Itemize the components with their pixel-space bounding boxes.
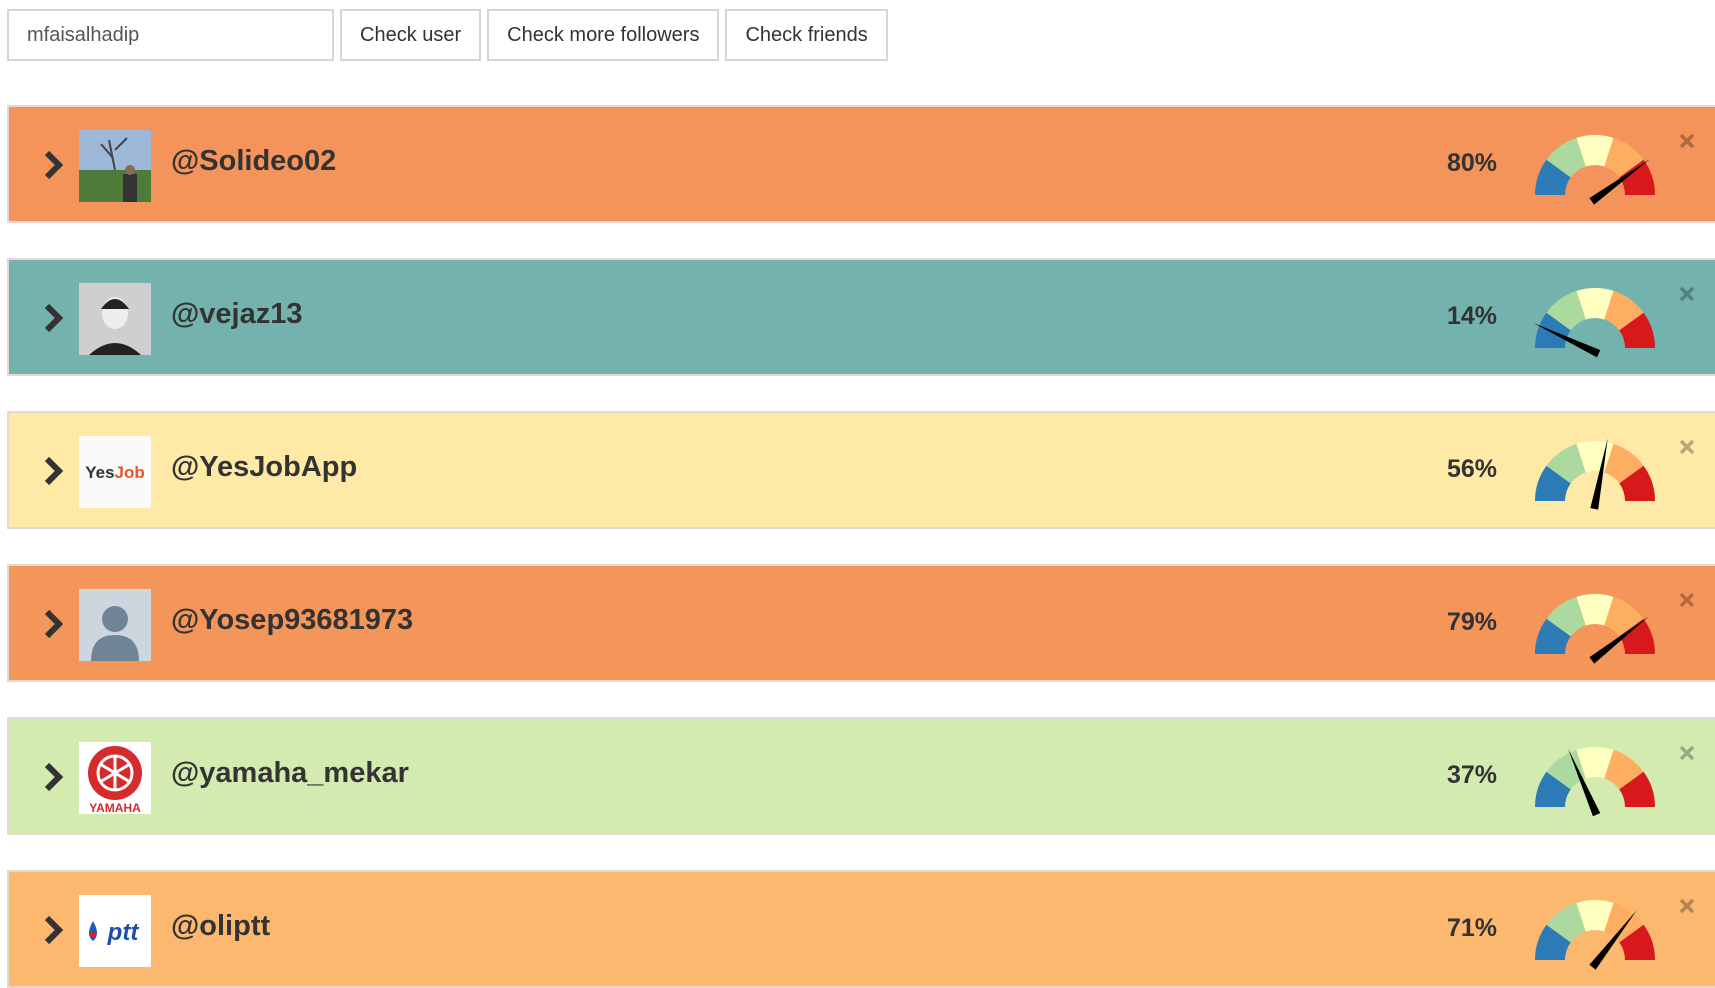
close-icon[interactable] <box>1677 437 1697 457</box>
user-row: YesJob @YesJobApp 56% <box>7 411 1715 529</box>
gauge-segment <box>1619 312 1655 348</box>
score-gauge-svg <box>1535 900 1655 970</box>
gauge-segment <box>1619 159 1655 195</box>
gauge-segment <box>1619 924 1655 960</box>
bot-score-percent: 71% <box>1446 914 1497 942</box>
gauge-segment <box>1576 135 1614 167</box>
score-gauge-svg <box>1533 288 1655 358</box>
expand-chevron-icon[interactable] <box>39 453 69 489</box>
gauge-segment <box>1604 596 1644 637</box>
svg-text:YAMAHA: YAMAHA <box>89 801 141 814</box>
gauge-segment <box>1535 159 1571 195</box>
gauge-needle <box>1589 616 1649 664</box>
gauge-segment <box>1604 443 1644 484</box>
close-icon[interactable] <box>1677 896 1697 916</box>
check-more-followers-button[interactable]: Check more followers <box>487 9 720 61</box>
svg-text:ptt: ptt <box>107 919 140 946</box>
username[interactable]: @Solideo02 <box>171 145 337 177</box>
expand-chevron-icon[interactable] <box>39 606 69 642</box>
gauge-segment <box>1604 290 1644 331</box>
user-row: @vejaz13 14% <box>7 258 1715 376</box>
avatar <box>79 130 151 202</box>
score-gauge-svg <box>1535 135 1655 205</box>
avatar <box>79 589 151 661</box>
gauge-needle <box>1589 910 1637 970</box>
score-gauge <box>1528 127 1662 207</box>
check-friends-button[interactable]: Check friends <box>725 9 888 61</box>
user-row: @Yosep93681973 79% <box>7 564 1715 682</box>
expand-chevron-icon[interactable] <box>39 300 69 336</box>
gauge-segment <box>1535 924 1571 960</box>
bot-score-percent: 37% <box>1446 761 1497 789</box>
gauge-segment <box>1535 312 1571 348</box>
score-gauge <box>1528 739 1662 819</box>
avatar: ptt <box>79 895 151 967</box>
score-gauge-svg <box>1535 594 1655 664</box>
score-gauge <box>1528 433 1662 513</box>
expand-chevron-icon[interactable] <box>39 759 69 795</box>
expand-chevron-icon[interactable] <box>39 912 69 948</box>
gauge-segment <box>1535 771 1571 807</box>
gauge-segment <box>1576 900 1614 932</box>
score-gauge <box>1528 892 1662 972</box>
toolbar: mfaisalhadip Check user Check more follo… <box>7 9 888 61</box>
gauge-segment <box>1604 902 1644 943</box>
gauge-segment <box>1619 465 1655 501</box>
username[interactable]: @vejaz13 <box>171 298 303 330</box>
gauge-segment <box>1535 618 1571 654</box>
bot-score-percent: 56% <box>1446 455 1497 483</box>
bot-score-percent: 80% <box>1446 149 1497 177</box>
close-icon[interactable] <box>1677 590 1697 610</box>
gauge-segment <box>1546 137 1586 178</box>
gauge-segment <box>1576 288 1614 320</box>
gauge-segment <box>1546 443 1586 484</box>
close-icon[interactable] <box>1677 743 1697 763</box>
gauge-segment <box>1535 465 1571 501</box>
gauge-segment <box>1604 749 1644 790</box>
user-row: YAMAHA @yamaha_mekar 37% <box>7 717 1715 835</box>
username[interactable]: @Yosep93681973 <box>171 604 414 636</box>
gauge-needle <box>1533 323 1601 358</box>
bot-score-percent: 14% <box>1446 302 1497 330</box>
score-gauge <box>1528 586 1662 666</box>
bot-score-percent: 79% <box>1446 608 1497 636</box>
avatar: YesJob <box>79 436 151 508</box>
gauge-segment <box>1576 441 1614 473</box>
avatar: YAMAHA <box>79 742 151 814</box>
avatar <box>79 283 151 355</box>
gauge-segment <box>1576 747 1614 779</box>
expand-chevron-icon[interactable] <box>39 147 69 183</box>
gauge-segment <box>1619 618 1655 654</box>
user-row: @Solideo02 80% <box>7 105 1715 223</box>
score-gauge-svg <box>1535 438 1655 510</box>
gauge-segment <box>1546 290 1586 331</box>
check-user-button[interactable]: Check user <box>340 9 482 61</box>
gauge-segment <box>1546 749 1586 790</box>
gauge-segment <box>1546 596 1586 637</box>
close-icon[interactable] <box>1677 131 1697 151</box>
gauge-needle <box>1589 159 1651 205</box>
username[interactable]: @yamaha_mekar <box>171 757 409 789</box>
gauge-segment <box>1576 594 1614 626</box>
score-gauge <box>1528 280 1662 360</box>
username[interactable]: @oliptt <box>171 910 271 942</box>
close-icon[interactable] <box>1677 284 1697 304</box>
gauge-needle <box>1567 748 1601 817</box>
gauge-needle <box>1590 438 1608 510</box>
gauge-segment <box>1619 771 1655 807</box>
gauge-segment <box>1546 902 1586 943</box>
svg-text:YesJob: YesJob <box>85 463 145 482</box>
gauge-segment <box>1604 137 1644 178</box>
score-gauge-svg <box>1535 747 1655 817</box>
username-input[interactable]: mfaisalhadip <box>7 9 334 61</box>
user-row: ptt @oliptt 71% <box>7 870 1715 988</box>
username[interactable]: @YesJobApp <box>171 451 358 483</box>
